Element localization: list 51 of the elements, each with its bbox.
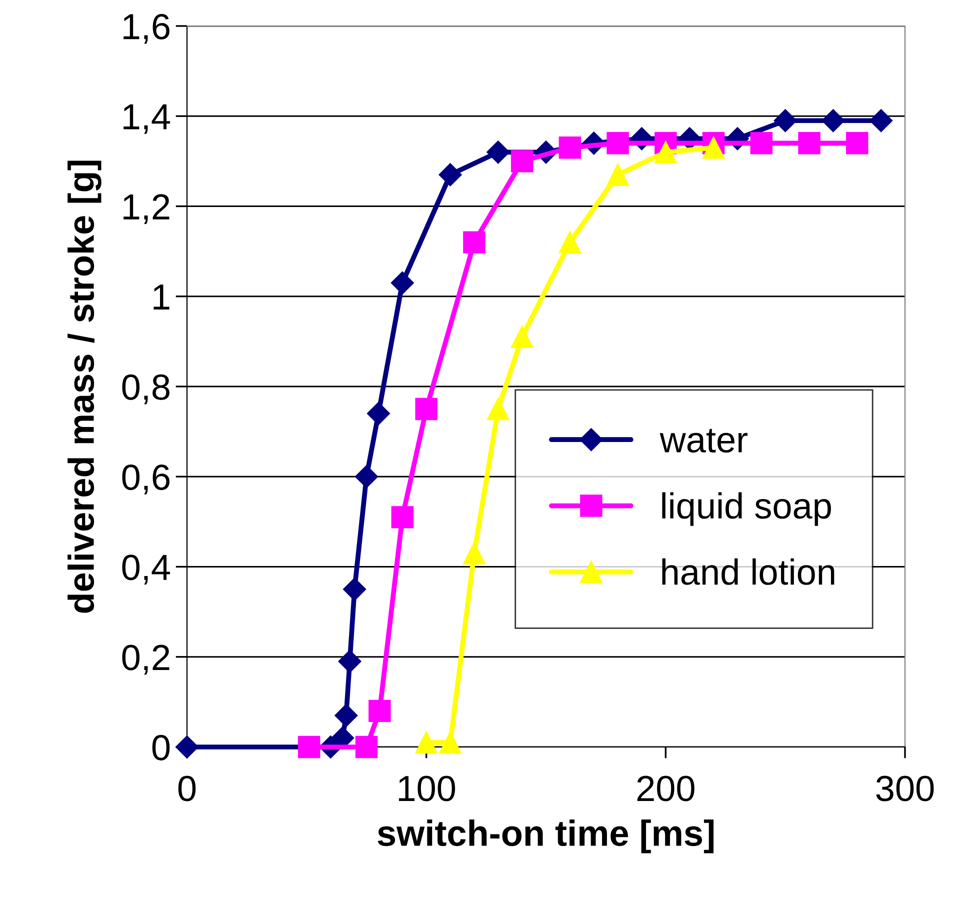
x-tick-label: 200 [637, 776, 694, 802]
x-axis-title: switch-on time [ms] [378, 820, 714, 854]
x-tick-label: 100 [398, 776, 456, 802]
point [391, 506, 414, 528]
point [510, 150, 534, 172]
y-tick-label: 0 [152, 734, 170, 760]
point [415, 398, 438, 420]
point [343, 578, 366, 601]
y-tick-label: 0,8 [122, 374, 170, 404]
point [355, 465, 378, 488]
y-tick-label: 1,4 [124, 104, 170, 134]
point [486, 140, 510, 164]
point [368, 700, 391, 722]
point [355, 736, 378, 758]
y-tick-label: 1,2 [124, 194, 170, 224]
point [439, 731, 462, 754]
point [870, 109, 893, 132]
point [176, 736, 198, 758]
point [606, 132, 629, 154]
point [654, 141, 677, 164]
y-tick-label: 0,2 [122, 644, 170, 675]
point [438, 163, 462, 186]
point [798, 132, 820, 154]
y-tick-label: 0,4 [122, 554, 170, 584]
point [487, 398, 510, 420]
point [415, 731, 438, 754]
legend-label: hand lotion [662, 558, 834, 585]
y-tick-label: 0,6 [122, 464, 170, 494]
x-tick-label: 0 [178, 776, 196, 802]
point [558, 136, 582, 159]
point [774, 109, 797, 132]
point [390, 271, 414, 294]
point [298, 736, 320, 758]
legend-label: liquid soap [662, 492, 831, 526]
point [366, 402, 390, 426]
point [338, 650, 362, 673]
point [510, 326, 534, 348]
point [558, 231, 582, 254]
point [606, 164, 629, 186]
point [750, 132, 773, 154]
y-tick-label: 1 [154, 284, 170, 310]
x-tick-label: 300 [876, 776, 934, 802]
point [822, 109, 845, 132]
point [846, 132, 868, 154]
point [463, 542, 486, 564]
point [702, 136, 725, 159]
point [334, 704, 358, 727]
point [463, 231, 486, 254]
legend-label: water [660, 428, 748, 453]
y-tick-label: 1,6 [124, 14, 170, 44]
y-axis-title: delivered mass / stroke [g] [68, 160, 102, 613]
